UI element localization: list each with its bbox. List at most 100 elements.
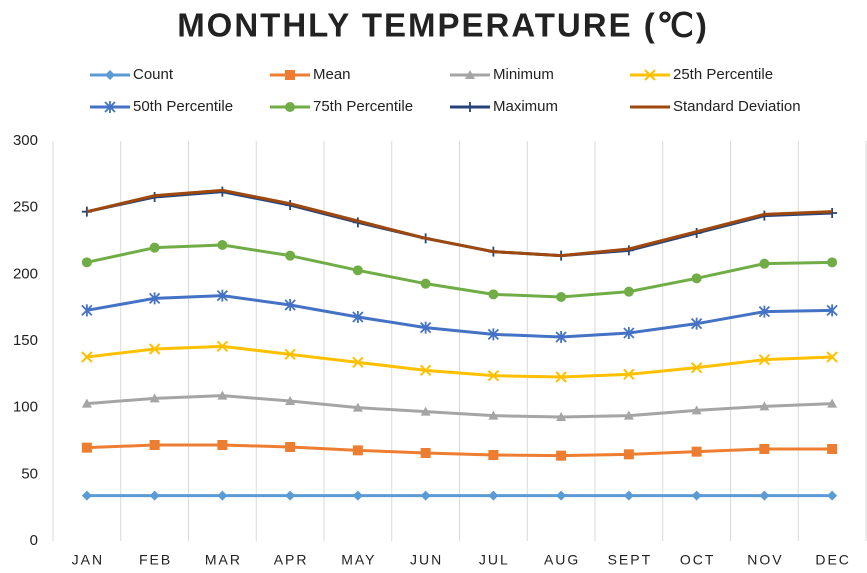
marker (644, 69, 656, 81)
marker (555, 331, 567, 343)
marker (759, 401, 770, 411)
marker (104, 101, 116, 113)
marker (556, 292, 567, 302)
marker (827, 490, 838, 501)
legend-label: 75th Percentile (313, 98, 413, 115)
x-tick-label: APR (274, 552, 309, 568)
marker (556, 450, 567, 461)
legend-label: 50th Percentile (133, 98, 233, 115)
marker (623, 286, 634, 297)
marker (217, 240, 228, 250)
legend-item: 25th Percentile (630, 66, 773, 83)
marker (759, 258, 770, 269)
marker (216, 340, 229, 353)
marker (488, 410, 499, 420)
series-line (86, 243, 833, 299)
legend-label: Count (133, 66, 174, 83)
marker (556, 490, 567, 501)
marker (149, 440, 160, 450)
marker (488, 289, 499, 300)
marker (623, 490, 634, 501)
marker (217, 440, 228, 450)
x-tick-label: JAN (72, 552, 104, 568)
marker (419, 364, 432, 377)
marker (623, 410, 634, 420)
marker (623, 449, 634, 460)
legend-item: Mean (270, 66, 351, 83)
series-line (86, 188, 833, 258)
legend-item: 50th Percentile (90, 98, 233, 115)
legend-item: Count (90, 66, 174, 83)
marker (81, 490, 92, 501)
series-line (86, 294, 833, 339)
y-tick-label: 150 (13, 332, 38, 349)
marker (352, 311, 364, 323)
marker (758, 353, 771, 366)
marker (285, 70, 295, 80)
y-tick-label: 100 (13, 399, 38, 416)
x-tick-label: OCT (680, 552, 716, 568)
chart-title: MONTHLY TEMPERATURE (℃) (177, 7, 709, 44)
marker (691, 273, 702, 284)
marker (487, 328, 500, 341)
marker (465, 102, 475, 112)
marker (81, 257, 92, 268)
marker (419, 321, 432, 334)
marker (690, 361, 703, 374)
marker (420, 278, 431, 289)
marker (81, 398, 92, 408)
marker (465, 70, 475, 79)
marker (420, 490, 431, 501)
marker (149, 393, 160, 403)
marker (105, 70, 115, 80)
legend-label: Minimum (493, 66, 554, 83)
marker (352, 265, 363, 276)
marker (759, 444, 770, 454)
x-tick-label: DEC (815, 552, 851, 568)
y-tick-label: 0 (30, 532, 38, 549)
marker (352, 490, 363, 501)
marker (149, 490, 160, 501)
marker (758, 305, 771, 318)
legend-label: Standard Deviation (673, 98, 801, 115)
x-tick-label: AUG (544, 552, 580, 568)
marker (691, 446, 702, 457)
marker (827, 257, 838, 268)
x-tick-label: JUN (410, 552, 443, 568)
marker (826, 351, 838, 363)
x-tick-label: MAR (205, 552, 242, 568)
x-tick-label: JUL (479, 552, 510, 568)
marker (352, 356, 364, 369)
marker (81, 351, 93, 363)
marker (488, 450, 499, 460)
legend-item: Standard Deviation (630, 98, 801, 115)
marker (285, 442, 296, 452)
marker (690, 317, 703, 330)
y-tick-label: 50 (21, 465, 38, 482)
marker (148, 292, 161, 305)
marker (149, 242, 160, 253)
legend-label: Mean (313, 66, 351, 83)
x-tick-label: MAY (341, 552, 376, 568)
x-tick-label: NOV (747, 552, 783, 568)
legend-label: 25th Percentile (673, 66, 773, 83)
y-tick-label: 250 (13, 199, 38, 216)
marker (285, 490, 296, 501)
marker (284, 299, 296, 311)
marker (352, 445, 363, 456)
series-line (86, 394, 833, 419)
marker (285, 250, 296, 261)
marker (488, 490, 499, 501)
marker (285, 102, 295, 112)
y-tick-label: 300 (13, 132, 38, 149)
marker (827, 444, 838, 454)
marker (826, 304, 838, 317)
marker (487, 369, 500, 382)
series-line (86, 344, 833, 379)
y-tick-label: 200 (13, 265, 38, 282)
marker (217, 490, 228, 501)
marker (420, 448, 431, 458)
legend-item: Maximum (450, 98, 558, 115)
marker (81, 304, 93, 317)
